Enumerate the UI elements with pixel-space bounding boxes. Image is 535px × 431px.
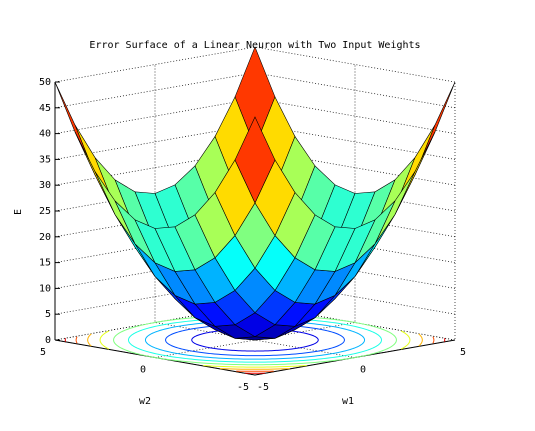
- z-tick-label: 15: [39, 258, 51, 269]
- x-axis-label: w1: [342, 396, 354, 407]
- x-tick-label: 0: [360, 365, 366, 376]
- x-tick-label: -5: [257, 382, 269, 393]
- z-tick-label: 35: [39, 154, 51, 165]
- y-tick-label: 5: [40, 347, 46, 358]
- z-tick-label: 10: [39, 283, 51, 294]
- grid-line: [254, 82, 456, 376]
- chart-title: Error Surface of a Linear Neuron with Tw…: [89, 40, 420, 51]
- z-axis-label: E: [13, 209, 24, 215]
- z-tick-label: 50: [39, 77, 51, 88]
- x-tick-label: 5: [460, 347, 466, 358]
- y-tick-label: 0: [140, 365, 146, 376]
- z-tick-label: 45: [39, 103, 51, 114]
- z-tick-label: 0: [45, 335, 51, 346]
- z-tick-label: 20: [39, 232, 51, 243]
- surface-facet: [234, 116, 276, 204]
- z-tick-label: 30: [39, 180, 51, 191]
- y-axis-label: w2: [139, 396, 151, 407]
- grid-line: [154, 64, 356, 358]
- z-tick-label: 40: [39, 129, 51, 140]
- z-tick-label: 25: [39, 206, 51, 217]
- grid-line: [154, 64, 356, 358]
- z-tick-label: 5: [45, 309, 51, 320]
- y-tick-label: -5: [237, 382, 249, 393]
